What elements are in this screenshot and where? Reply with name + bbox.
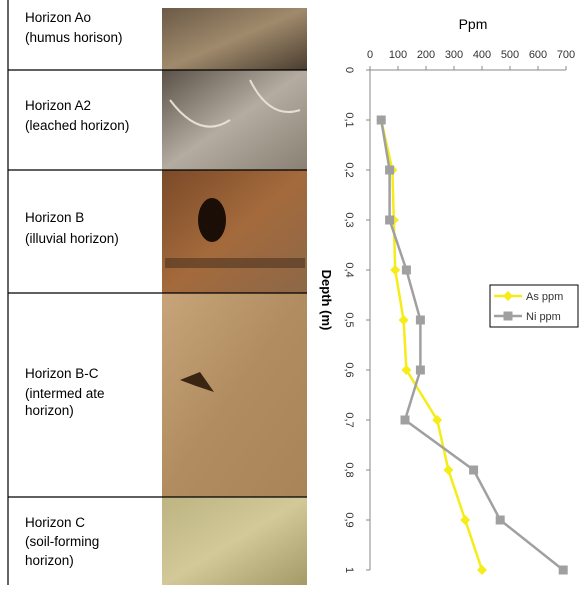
y-tick-label: 0,2	[343, 162, 355, 177]
y-tick-label: 0,6	[343, 362, 355, 377]
legend-label: Ni ppm	[526, 311, 561, 323]
y-tick-label: 0,5	[343, 312, 355, 327]
marker	[390, 265, 401, 275]
marker	[503, 291, 513, 301]
marker	[503, 311, 513, 321]
x-tick-label: 300	[445, 49, 463, 61]
horizon-label: horizon)	[25, 403, 74, 418]
y-tick-label: 0,1	[343, 112, 355, 127]
horizon-label: (leached horizon)	[25, 118, 129, 133]
marker	[385, 165, 395, 175]
series-line	[379, 119, 484, 571]
y-axis-title: Depth (m)	[319, 270, 334, 331]
horizon-label: Horizon B-C	[25, 366, 99, 381]
y-tick-label: 0,4	[343, 262, 355, 277]
x-tick-label: 500	[501, 49, 519, 61]
y-tick-label: 0,7	[343, 412, 355, 427]
horizon-label: Horizon Ao	[25, 10, 91, 25]
series-line	[379, 119, 564, 571]
horizon-label: Horizon A2	[25, 98, 91, 113]
marker	[376, 115, 386, 125]
marker	[400, 415, 410, 425]
horizon-label: (humus horison)	[25, 30, 123, 45]
x-tick-label: 0	[367, 49, 373, 61]
horizon-label: Horizon B	[25, 210, 84, 225]
y-tick-label: 0	[343, 67, 355, 73]
marker	[460, 515, 471, 525]
marker	[477, 565, 487, 575]
soil-photo	[162, 8, 307, 585]
marker	[385, 215, 395, 225]
horizon-label: (intermed ate	[25, 386, 105, 401]
chart-title: Ppm	[459, 16, 488, 32]
marker	[415, 365, 425, 375]
marker	[495, 515, 505, 525]
horizon-label: Horizon C	[25, 515, 85, 530]
y-tick-label: 0,8	[343, 462, 355, 477]
x-tick-label: 100	[389, 49, 407, 61]
x-tick-label: 400	[473, 49, 491, 61]
y-tick-label: 0,3	[343, 212, 355, 227]
x-tick-label: 600	[529, 49, 547, 61]
marker	[469, 465, 479, 475]
marker	[401, 265, 411, 275]
marker	[401, 365, 412, 375]
horizon-label: (soil-forming	[25, 534, 99, 549]
horizon-label: (illuvial horizon)	[25, 231, 119, 246]
marker	[398, 315, 409, 325]
horizon-label: horizon)	[25, 553, 74, 568]
marker	[443, 465, 454, 475]
marker	[432, 415, 443, 425]
y-tick-label: 0,9	[343, 512, 355, 527]
x-tick-label: 700	[557, 49, 575, 61]
x-tick-label: 200	[417, 49, 435, 61]
profile-table	[7, 0, 307, 585]
marker	[415, 315, 425, 325]
legend-label: As ppm	[526, 291, 563, 303]
y-tick-label: 1	[343, 567, 355, 573]
marker	[558, 565, 568, 575]
